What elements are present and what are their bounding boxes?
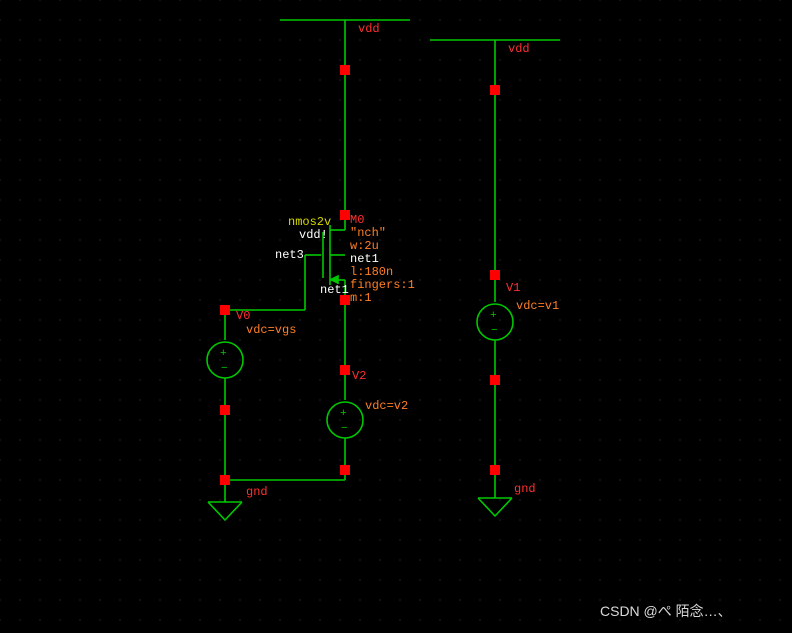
label-v0-val: vdc=vgs xyxy=(246,324,296,337)
vsource-v2: + − xyxy=(327,402,363,438)
watermark: CSDN @ぺ 陌念…、 xyxy=(600,601,732,621)
label-net1b: net1 xyxy=(320,284,349,297)
svg-text:−: − xyxy=(221,363,228,375)
label-vdd-left: vdd xyxy=(358,23,380,36)
vsource-v0: + − xyxy=(207,342,243,378)
svg-text:−: − xyxy=(491,325,498,337)
label-mos-bulk: vdd! xyxy=(299,229,328,242)
label-v2-name: V2 xyxy=(352,370,366,383)
svg-text:+: + xyxy=(490,310,497,322)
vsource-v1: + − xyxy=(477,304,513,340)
svg-text:−: − xyxy=(341,423,348,435)
ground-left xyxy=(208,502,242,520)
label-v2-val: vdc=v2 xyxy=(365,400,408,413)
svg-text:+: + xyxy=(340,408,347,420)
label-net3: net3 xyxy=(275,249,304,262)
label-vdd-right: vdd xyxy=(508,43,530,56)
label-v1-val: vdc=v1 xyxy=(516,300,559,313)
label-v1-name: V1 xyxy=(506,282,520,295)
ground-right xyxy=(478,498,512,516)
label-mos-m: m:1 xyxy=(350,292,372,305)
label-gnd-left: gnd xyxy=(246,486,268,499)
label-gnd-right: gnd xyxy=(514,483,536,496)
svg-text:+: + xyxy=(220,348,227,360)
schematic-svg: + − + − + − xyxy=(0,0,792,633)
label-v0-name: V0 xyxy=(236,310,250,323)
